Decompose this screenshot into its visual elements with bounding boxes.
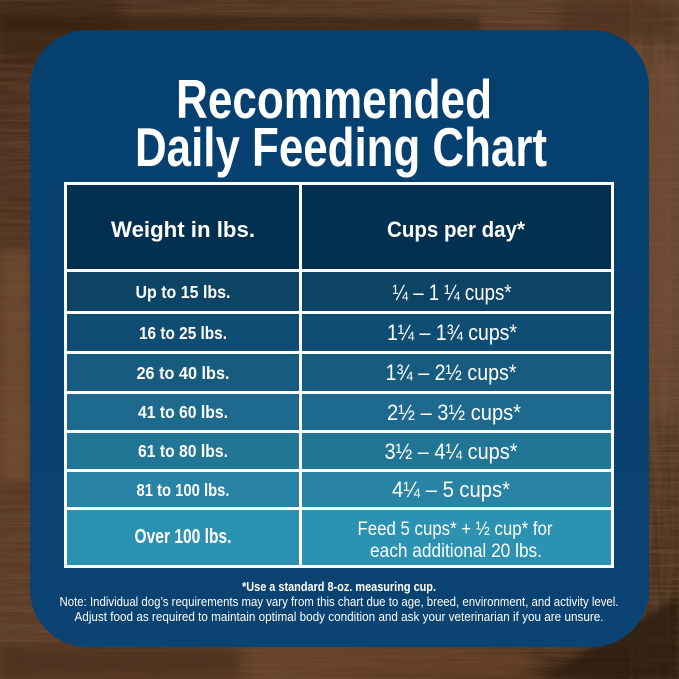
svg-text:2½ – 3½ cups*: 2½ – 3½ cups* bbox=[387, 400, 521, 425]
svg-text:1¼ – 1¾ cups*: 1¼ – 1¾ cups* bbox=[387, 320, 517, 345]
svg-text:Note: Individual dog’s require: Note: Individual dog’s requirements may … bbox=[60, 595, 619, 609]
svg-text:81 to 100 lbs.: 81 to 100 lbs. bbox=[137, 480, 230, 500]
svg-text:3½ – 4¼ cups*: 3½ – 4¼ cups* bbox=[385, 439, 518, 464]
svg-text:Cups per day*: Cups per day* bbox=[387, 217, 525, 242]
svg-text:26 to 40 lbs.: 26 to 40 lbs. bbox=[137, 363, 230, 383]
svg-text:Daily Feeding Chart: Daily Feeding Chart bbox=[135, 116, 547, 178]
svg-text:1¾ – 2½ cups*: 1¾ – 2½ cups* bbox=[386, 360, 517, 385]
svg-text:41 to 60 lbs.: 41 to 60 lbs. bbox=[138, 402, 228, 422]
svg-text:Recommended: Recommended bbox=[176, 68, 492, 130]
svg-text:16 to 25 lbs.: 16 to 25 lbs. bbox=[139, 323, 227, 343]
svg-text:Up to 15 lbs.: Up to 15 lbs. bbox=[136, 282, 231, 302]
svg-text:Feed 5 cups* + ½ cup* for: Feed 5 cups* + ½ cup* for bbox=[358, 518, 553, 540]
svg-text:Over 100 lbs.: Over 100 lbs. bbox=[135, 525, 232, 548]
svg-text:Weight in lbs.: Weight in lbs. bbox=[111, 217, 255, 242]
svg-text:4¼ – 5 cups*: 4¼ – 5 cups* bbox=[392, 477, 510, 502]
svg-text:*Use a standard 8-oz. measurin: *Use a standard 8-oz. measuring cup. bbox=[242, 580, 436, 594]
svg-text:¼ – 1 ¼ cups*: ¼ – 1 ¼ cups* bbox=[393, 280, 512, 305]
svg-text:each additional 20 lbs.: each additional 20 lbs. bbox=[370, 540, 542, 562]
svg-text:Adjust food as required to mai: Adjust food as required to maintain opti… bbox=[75, 610, 604, 624]
svg-text:61 to 80 lbs.: 61 to 80 lbs. bbox=[138, 441, 228, 461]
